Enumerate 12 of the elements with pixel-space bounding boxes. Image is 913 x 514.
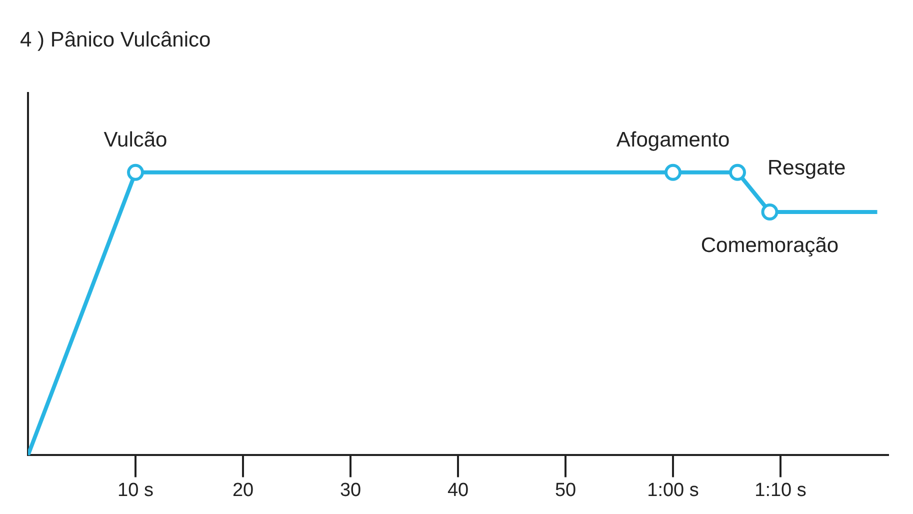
- x-tick-label: 50: [554, 480, 576, 501]
- annotation: Comemoração: [700, 234, 839, 257]
- x-tick-label: 40: [447, 480, 469, 501]
- x-tick-label: 1:00 s: [647, 480, 699, 501]
- annotation: Afogamento: [616, 128, 730, 152]
- x-tick-label: 10 s: [118, 480, 154, 501]
- x-tick-label: 30: [340, 480, 362, 501]
- annotation: Resgate: [768, 156, 846, 180]
- annotation: Vulcão: [104, 128, 168, 152]
- x-tick-label: 1:10 s: [754, 480, 806, 501]
- chart-title: 4 ) Pânico Vulcânico: [20, 28, 211, 52]
- x-tick-label: 20: [232, 480, 254, 501]
